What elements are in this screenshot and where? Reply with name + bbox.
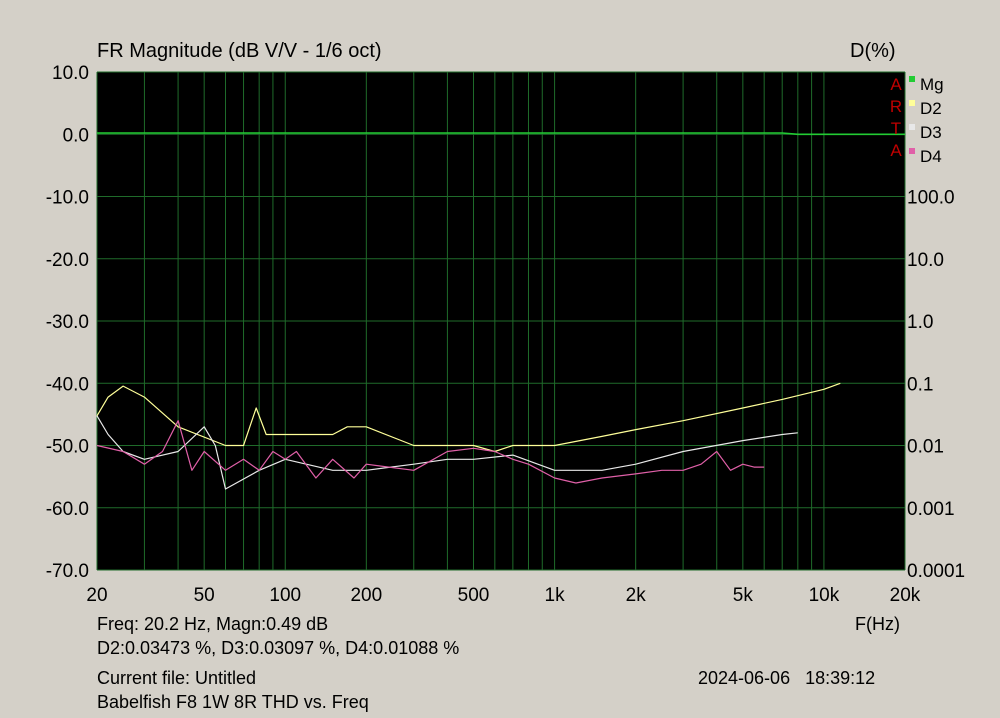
x-tick-label: 20 — [86, 585, 107, 606]
y-left-tick-label: -70.0 — [46, 561, 89, 582]
series-line-d4 — [96, 420, 765, 484]
y-right-tick-label: 0.1 — [907, 374, 933, 395]
tick-labels: 20 50 100 200 500 1k 2k 5k 10k 20k 10.0 0.0 -10.0 -20… — [46, 63, 965, 606]
x-tick-label: 100 — [269, 585, 301, 606]
x-tick-label: 500 — [458, 585, 490, 606]
legend: Mg D2 D3 D4 — [909, 75, 944, 166]
series-line-mg — [97, 132, 905, 136]
legend-swatch-mg — [909, 76, 915, 82]
y-left-tick-label: -30.0 — [46, 312, 89, 333]
y-right-tick-label: 100.0 — [907, 188, 955, 209]
series-line-d2 — [96, 382, 841, 453]
timestamp: 2024-06-06 18:39:12 — [698, 668, 876, 688]
x-tick-label: 20k — [890, 585, 921, 606]
grid-lines — [96, 71, 906, 571]
y-right-tick-label: 1.0 — [907, 312, 933, 333]
watermark-letter: A — [890, 141, 902, 160]
legend-label-d3: D3 — [920, 123, 942, 142]
legend-swatch-d4 — [909, 148, 915, 154]
series-lines — [96, 132, 905, 490]
x-axis-unit: F(Hz) — [855, 614, 900, 634]
y-left-tick-label: -10.0 — [46, 188, 89, 209]
current-file-label: Current file: Untitled — [97, 668, 257, 688]
x-tick-label: 5k — [733, 585, 754, 606]
y-right-tick-label: 0.0001 — [907, 561, 965, 582]
y-left-tick-label: 0.0 — [63, 125, 89, 146]
x-tick-label: 2k — [626, 585, 647, 606]
x-tick-label: 1k — [545, 585, 566, 606]
x-tick-label: 200 — [350, 585, 382, 606]
cursor-readout: Freq: 20.2 Hz, Magn:0.49 dB — [97, 614, 329, 634]
legend-swatch-d3 — [909, 124, 915, 130]
chart-title: FR Magnitude (dB V/V - 1/6 oct) — [97, 40, 382, 62]
watermark-letter: T — [891, 119, 901, 138]
x-tick-label: 10k — [809, 585, 840, 606]
distortion-readout: D2:0.03473 %, D3:0.03097 %, D4:0.01088 % — [97, 638, 460, 658]
right-axis-title: D(%) — [850, 40, 896, 62]
legend-swatch-d2 — [909, 100, 915, 106]
watermark-letter: A — [890, 75, 902, 94]
y-left-tick-label: -60.0 — [46, 499, 89, 520]
legend-label-d2: D2 — [920, 99, 942, 118]
watermark-letter: R — [890, 97, 902, 116]
x-tick-label: 50 — [194, 585, 215, 606]
y-right-tick-label: 0.01 — [907, 437, 944, 458]
series-line-d3 — [96, 415, 798, 490]
y-left-tick-label: -40.0 — [46, 374, 89, 395]
y-left-tick-label: -50.0 — [46, 437, 89, 458]
legend-label-mg: Mg — [920, 75, 944, 94]
y-left-tick-label: 10.0 — [52, 63, 89, 84]
y-right-tick-label: 0.001 — [907, 499, 955, 520]
y-right-tick-label: 10.0 — [907, 250, 944, 271]
description: Babelfish F8 1W 8R THD vs. Freq — [97, 692, 369, 712]
y-left-tick-label: -20.0 — [46, 250, 89, 271]
legend-label-d4: D4 — [920, 147, 942, 166]
